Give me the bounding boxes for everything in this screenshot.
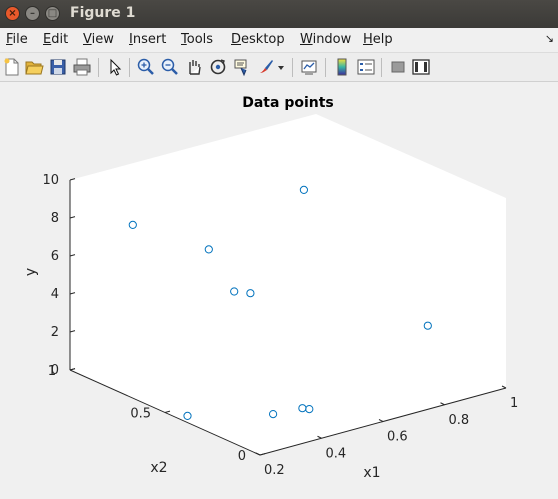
x2-tick-label: 1 [48, 364, 56, 379]
menu-desktop[interactable]: Desktop [231, 32, 285, 47]
menubar: File Edit View Insert Tools Desktop Wind… [0, 28, 558, 52]
pan-icon[interactable] [184, 57, 204, 77]
data-points [128, 185, 432, 420]
toolbar-separator [381, 58, 382, 77]
menu-file[interactable]: File [6, 32, 28, 47]
data-point [299, 185, 308, 194]
z-axis-label: y [23, 268, 39, 276]
x1-tick-label: 0.8 [449, 413, 470, 428]
x2-tick-label: 0.5 [130, 407, 151, 422]
zoom-in-icon[interactable] [136, 57, 156, 77]
x1-axis: 0.2 0.4 0.6 0.8 1 [255, 385, 518, 478]
new-figure-icon[interactable] [2, 57, 22, 77]
data-point [204, 245, 213, 254]
toolbar-separator [325, 58, 326, 77]
rotate-3d-icon[interactable] [208, 57, 228, 77]
toolbar-separator [129, 58, 130, 77]
print-icon[interactable] [72, 57, 92, 77]
menu-insert[interactable]: Insert [129, 32, 167, 47]
menu-help[interactable]: Help [363, 32, 393, 47]
z-tick-label: 4 [51, 287, 59, 302]
hide-plot-tools-icon[interactable] [388, 57, 408, 77]
x2-tick [164, 410, 171, 413]
z-tick-label: 6 [51, 249, 59, 264]
menu-view[interactable]: View [83, 32, 114, 47]
open-file-icon[interactable] [24, 57, 44, 77]
data-point [423, 321, 432, 330]
window-title: Figure 1 [70, 5, 136, 21]
menu-tools[interactable]: Tools [181, 32, 214, 47]
data-point [269, 410, 278, 419]
link-plot-icon[interactable] [299, 57, 319, 77]
data-point [128, 220, 137, 229]
menu-edit[interactable]: Edit [43, 32, 69, 47]
maximize-window-button[interactable]: □ [45, 6, 60, 21]
toolbar-separator [98, 58, 99, 77]
data-cursor-icon[interactable] [232, 57, 252, 77]
show-plot-tools-icon[interactable] [411, 57, 431, 77]
x1-tick [255, 452, 261, 456]
toolbar-separator [292, 58, 293, 77]
legend-icon[interactable] [356, 57, 376, 77]
z-tick-label: 10 [42, 173, 59, 188]
x1-tick [501, 385, 507, 389]
x2-tick-label: 0 [238, 449, 246, 464]
brush-dropdown-icon[interactable] [276, 57, 286, 77]
x2-tick [69, 368, 76, 371]
x1-tick [317, 435, 322, 439]
figure-toolbar [0, 52, 558, 82]
data-point [183, 411, 192, 420]
z-tick [69, 292, 76, 295]
x2-axis: 00.51 [48, 364, 266, 464]
x1-axis-label: x1 [363, 465, 380, 481]
z-tick-label: 8 [51, 211, 59, 226]
z-tick [69, 254, 76, 257]
z-tick [69, 330, 76, 333]
axes-background [70, 114, 506, 455]
menubar-overflow-icon[interactable]: ↘ [544, 32, 554, 45]
z-axis: 0 2 4 6 8 10 [42, 173, 76, 378]
x1-tick-label: 1 [510, 396, 518, 411]
x2-axis-label: x2 [150, 460, 167, 476]
close-window-button[interactable]: × [5, 6, 20, 21]
zoom-out-icon[interactable] [160, 57, 180, 77]
x1-tick [440, 402, 445, 406]
z-tick [69, 178, 76, 181]
x1-tick-label: 0.2 [264, 463, 285, 478]
minimize-window-button[interactable]: – [25, 6, 40, 21]
edit-plot-icon[interactable] [105, 57, 125, 77]
x1-tick [378, 419, 384, 422]
colorbar-icon[interactable] [332, 57, 352, 77]
data-point [246, 289, 255, 298]
x1-tick-label: 0.6 [387, 430, 408, 445]
save-icon[interactable] [48, 57, 68, 77]
data-point [305, 405, 314, 414]
x1-tick-label: 0.4 [326, 446, 347, 461]
z-tick-label: 0 [51, 363, 59, 378]
z-tick-label: 2 [51, 325, 59, 340]
chart-title: Data points [242, 95, 334, 111]
brush-icon[interactable] [256, 57, 276, 77]
menu-window[interactable]: Window [300, 32, 352, 47]
z-tick [69, 216, 76, 219]
window-titlebar: × – □ Figure 1 [0, 0, 558, 28]
data-point [230, 287, 239, 296]
